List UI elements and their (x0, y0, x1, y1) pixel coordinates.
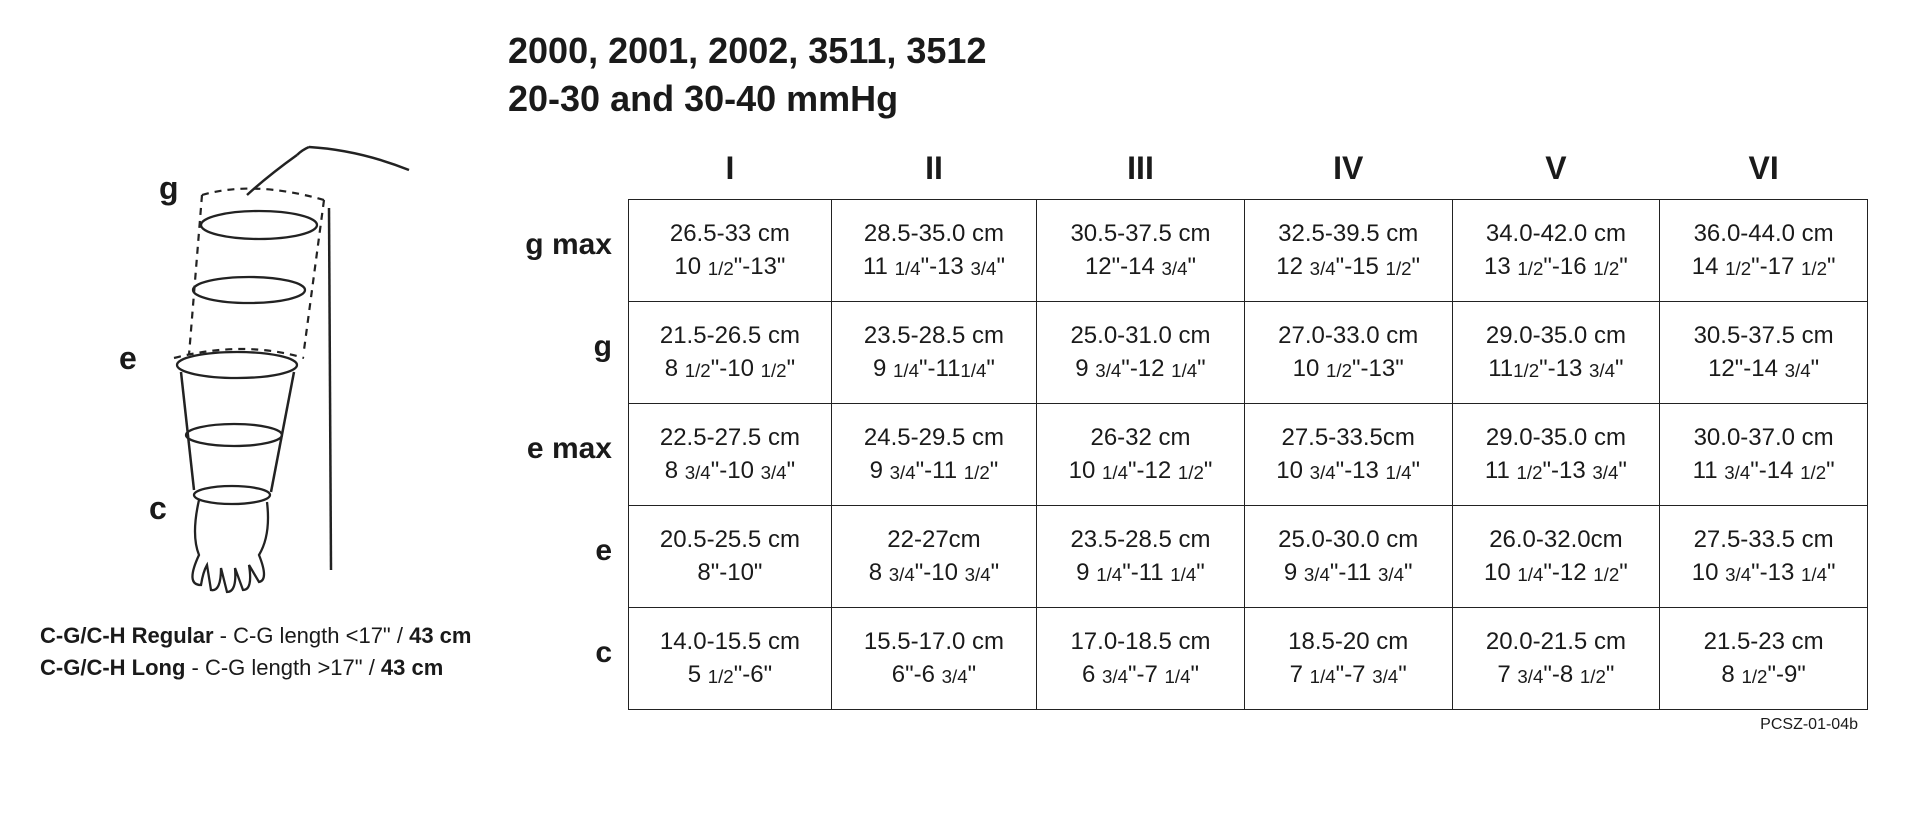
table-row: 20.5-25.5 cm8"-10"22-27cm8 3/4"-10 3/4"2… (629, 506, 1868, 608)
table-row: 14.0-15.5 cm5 1/2"-6"15.5-17.0 cm6"-6 3/… (629, 608, 1868, 710)
cell-e-IV: 25.0-30.0 cm9 3/4"-11 3/4" (1244, 506, 1452, 608)
cell-e-max-III: 26-32 cm10 1/4"-12 1/2" (1037, 404, 1245, 506)
col-header-6: VI (1660, 142, 1868, 200)
col-header-3: III (1037, 142, 1245, 200)
cell-g-III: 25.0-31.0 cm9 3/4"-12 1/4" (1037, 302, 1245, 404)
cell-c-VI: 21.5-23 cm8 1/2"-9" (1660, 608, 1868, 710)
cell-e-max-I: 22.5-27.5 cm8 3/4"-10 3/4" (629, 404, 832, 506)
diagram-panel: g e c C-G/C-H Regular - C-G length <17" … (40, 30, 478, 734)
legend-line-regular: C-G/C-H Regular - C-G length <17" / 43 c… (40, 620, 478, 652)
col-header-2: II (831, 142, 1036, 200)
cell-g-I: 21.5-26.5 cm8 1/2"-10 1/2" (629, 302, 832, 404)
cell-e-VI: 27.5-33.5 cm10 3/4"-13 1/4" (1660, 506, 1868, 608)
cell-e-max-II: 24.5-29.5 cm9 3/4"-11 1/2" (831, 404, 1036, 506)
table-row: 21.5-26.5 cm8 1/2"-10 1/2"23.5-28.5 cm9 … (629, 302, 1868, 404)
cell-g-max-IV: 32.5-39.5 cm12 3/4"-15 1/2" (1244, 200, 1452, 302)
row-label-e-max: e max (508, 398, 628, 500)
cell-g-V: 29.0-35.0 cm111/2"-13 3/4" (1452, 302, 1660, 404)
header-models: 2000, 2001, 2002, 3511, 3512 (508, 30, 1868, 72)
legend-long-bold: C-G/C-H Long (40, 655, 185, 680)
cell-g-VI: 30.5-37.5 cm12"-14 3/4" (1660, 302, 1868, 404)
cell-g-max-II: 28.5-35.0 cm11 1/4"-13 3/4" (831, 200, 1036, 302)
arm-diagram-svg (99, 140, 419, 600)
sizing-table: IIIIIIIVVVI 26.5-33 cm10 1/2"-13"28.5-35… (628, 142, 1868, 710)
cell-e-max-VI: 30.0-37.0 cm11 3/4"-14 1/2" (1660, 404, 1868, 506)
diagram-label-g: g (159, 170, 179, 207)
row-labels: g maxge maxec (508, 142, 628, 734)
row-label-g-max: g max (508, 194, 628, 296)
diagram-label-e: e (119, 340, 137, 377)
table-row: 26.5-33 cm10 1/2"-13"28.5-35.0 cm11 1/4"… (629, 200, 1868, 302)
footer-code: PCSZ-01-04b (628, 716, 1868, 734)
cell-g-max-I: 26.5-33 cm10 1/2"-13" (629, 200, 832, 302)
row-label-c: c (508, 602, 628, 704)
cell-g-max-V: 34.0-42.0 cm13 1/2"-16 1/2" (1452, 200, 1660, 302)
cell-c-IV: 18.5-20 cm7 1/4"-7 3/4" (1244, 608, 1452, 710)
length-legend: C-G/C-H Regular - C-G length <17" / 43 c… (40, 620, 478, 684)
cell-c-II: 15.5-17.0 cm6"-6 3/4" (831, 608, 1036, 710)
cell-e-V: 26.0-32.0cm10 1/4"-12 1/2" (1452, 506, 1660, 608)
legend-line-long: C-G/C-H Long - C-G length >17" / 43 cm (40, 652, 478, 684)
cell-g-max-VI: 36.0-44.0 cm14 1/2"-17 1/2" (1660, 200, 1868, 302)
cell-c-III: 17.0-18.5 cm6 3/4"-7 1/4" (1037, 608, 1245, 710)
arm-diagram: g e c (99, 140, 419, 600)
cell-e-II: 22-27cm8 3/4"-10 3/4" (831, 506, 1036, 608)
diagram-label-c: c (149, 490, 167, 527)
row-label-e: e (508, 500, 628, 602)
cell-e-max-V: 29.0-35.0 cm11 1/2"-13 3/4" (1452, 404, 1660, 506)
legend-regular-bold: C-G/C-H Regular (40, 623, 214, 648)
col-header-1: I (629, 142, 832, 200)
cell-g-max-III: 30.5-37.5 cm12"-14 3/4" (1037, 200, 1245, 302)
table-header-row: IIIIIIIVVVI (629, 142, 1868, 200)
cell-c-I: 14.0-15.5 cm5 1/2"-6" (629, 608, 832, 710)
cell-g-IV: 27.0-33.0 cm10 1/2"-13" (1244, 302, 1452, 404)
cell-g-II: 23.5-28.5 cm9 1/4"-111/4" (831, 302, 1036, 404)
legend-regular-cm: 43 cm (409, 623, 471, 648)
legend-long-text: - C-G length >17" / (185, 655, 381, 680)
col-header-4: IV (1244, 142, 1452, 200)
sizing-panel: 2000, 2001, 2002, 3511, 3512 20-30 and 3… (478, 30, 1868, 734)
cell-c-V: 20.0-21.5 cm7 3/4"-8 1/2" (1452, 608, 1660, 710)
header-compression: 20-30 and 30-40 mmHg (508, 78, 1868, 120)
cell-e-I: 20.5-25.5 cm8"-10" (629, 506, 832, 608)
legend-long-cm: 43 cm (381, 655, 443, 680)
cell-e-max-IV: 27.5-33.5cm10 3/4"-13 1/4" (1244, 404, 1452, 506)
legend-regular-text: - C-G length <17" / (214, 623, 410, 648)
table-row: 22.5-27.5 cm8 3/4"-10 3/4"24.5-29.5 cm9 … (629, 404, 1868, 506)
col-header-5: V (1452, 142, 1660, 200)
cell-e-III: 23.5-28.5 cm9 1/4"-11 1/4" (1037, 506, 1245, 608)
row-label-g: g (508, 296, 628, 398)
